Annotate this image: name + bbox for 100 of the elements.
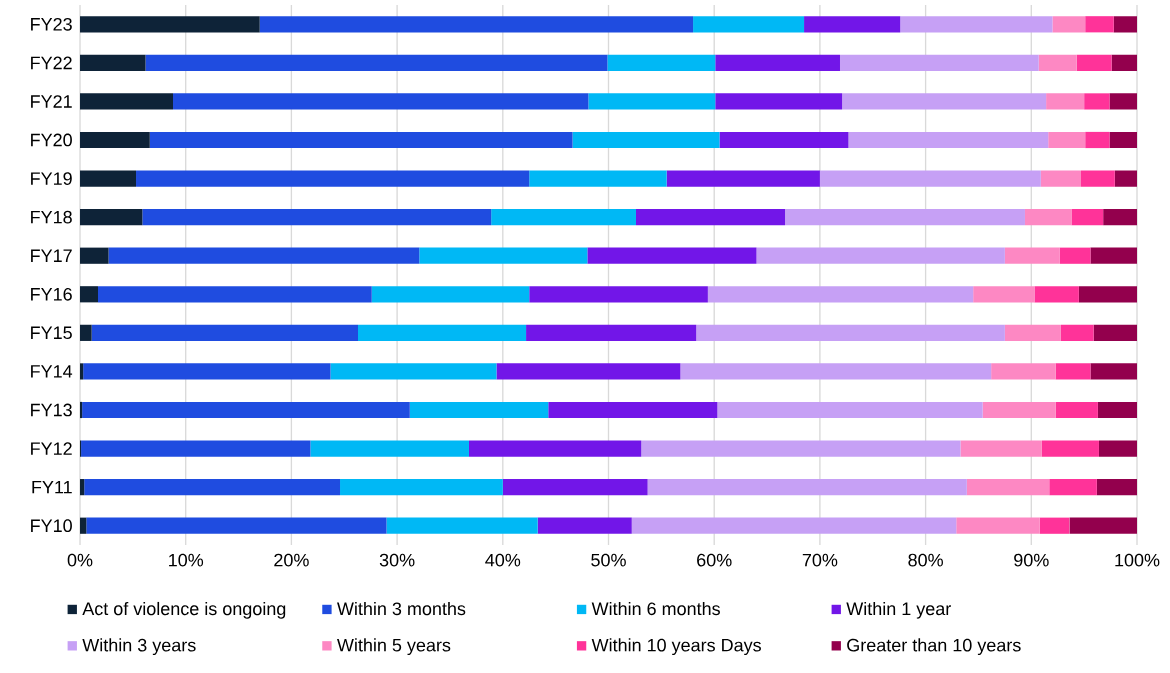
bar — [1085, 16, 1114, 33]
bar — [80, 16, 260, 33]
bar — [80, 479, 85, 496]
bar — [80, 401, 83, 419]
y-tick-label: FY17 — [31, 249, 72, 262]
bar — [588, 93, 716, 110]
bar — [80, 131, 150, 149]
y-tick-label: FY22 — [31, 56, 72, 70]
bar — [468, 440, 642, 457]
x-tick-label: 0% — [67, 553, 93, 567]
bar — [1096, 479, 1138, 496]
y-tick-label: FY19 — [31, 172, 72, 185]
bar — [717, 401, 983, 419]
legend-label: Act of violence is ongoing — [82, 601, 286, 619]
bar — [1041, 440, 1099, 457]
bar — [83, 363, 331, 380]
bar — [719, 131, 849, 149]
bar — [960, 440, 1042, 457]
bar — [804, 16, 901, 33]
bar — [80, 170, 137, 187]
bar — [1004, 247, 1060, 264]
bar — [80, 286, 98, 303]
bar — [149, 131, 573, 149]
bar — [1097, 401, 1138, 419]
bar — [371, 286, 530, 303]
bar — [1038, 54, 1077, 71]
bar — [1055, 363, 1091, 380]
bar — [419, 247, 588, 264]
legend-label: Greater than 10 years — [847, 638, 1021, 656]
bar — [310, 440, 469, 457]
bar — [696, 324, 1005, 341]
x-tick-label: 80% — [908, 553, 943, 567]
bar — [842, 93, 1047, 110]
y-tick-label: FY21 — [31, 95, 72, 108]
bar — [91, 324, 358, 341]
y-tick-label: FY15 — [31, 326, 72, 340]
bar — [973, 286, 1035, 303]
bar — [693, 16, 805, 33]
bar — [715, 93, 843, 110]
x-tick-label: 60% — [697, 553, 732, 567]
legend-label: Within 3 months — [337, 601, 466, 616]
bar — [587, 247, 757, 264]
x-tick-label: 100% — [1115, 553, 1160, 567]
bar — [80, 247, 109, 264]
bar — [496, 363, 681, 380]
bar — [707, 286, 974, 303]
legend-label: Within 3 years — [82, 638, 196, 656]
bar — [1090, 363, 1138, 380]
bar — [108, 247, 420, 264]
bar — [80, 209, 143, 226]
bar — [80, 324, 92, 341]
y-tick-label: FY11 — [32, 480, 72, 494]
y-tick-label: FY18 — [31, 210, 72, 224]
bar — [666, 170, 820, 187]
bar — [82, 401, 410, 419]
bar — [680, 363, 992, 380]
bar — [1052, 16, 1086, 33]
bar — [1098, 440, 1138, 457]
bar — [819, 170, 1041, 187]
bar — [1114, 170, 1138, 187]
bar — [97, 286, 372, 303]
bar — [607, 54, 716, 71]
bar — [1111, 54, 1138, 71]
bar — [1048, 131, 1086, 149]
y-tick-label: FY23 — [31, 17, 72, 31]
bar — [145, 54, 608, 71]
bar — [173, 93, 589, 110]
bar — [635, 209, 786, 226]
bar — [956, 517, 1040, 534]
bar — [80, 54, 146, 71]
bar — [526, 324, 697, 341]
bar — [529, 170, 667, 187]
bar — [136, 170, 530, 187]
bar — [1080, 170, 1115, 187]
bar — [1034, 286, 1079, 303]
bar — [1113, 16, 1138, 33]
bar — [991, 363, 1056, 380]
bar — [80, 93, 174, 110]
bar — [631, 517, 957, 534]
bar — [358, 324, 527, 341]
bar — [1046, 93, 1085, 110]
bar — [80, 363, 84, 380]
x-tick-label: 70% — [802, 553, 838, 567]
bar — [1071, 209, 1104, 226]
bar — [1059, 247, 1091, 264]
y-tick-label: FY10 — [31, 519, 72, 533]
bar — [1078, 286, 1138, 303]
bar — [756, 247, 1005, 264]
bar — [84, 479, 341, 496]
bar — [715, 54, 840, 71]
bar — [548, 401, 718, 419]
legend-label: Within 10 years Days — [591, 638, 761, 656]
y-tick-label: FY13 — [31, 403, 72, 417]
bar — [502, 479, 648, 496]
bar — [1103, 209, 1138, 226]
y-tick-label: FY12 — [31, 442, 72, 455]
bar — [1085, 131, 1110, 149]
bar — [1090, 247, 1138, 264]
x-tick-label: 50% — [591, 553, 626, 567]
y-tick-label: FY16 — [31, 287, 72, 301]
